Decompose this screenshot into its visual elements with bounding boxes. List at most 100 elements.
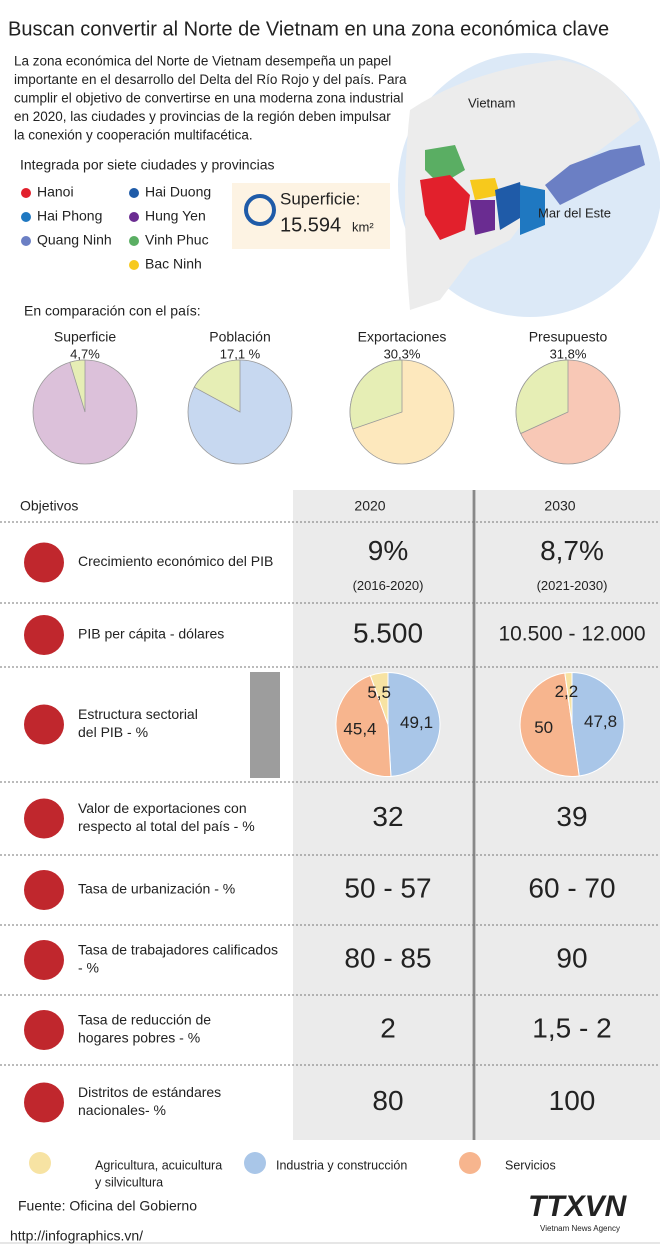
row-label: respecto al total del país - % (78, 818, 255, 834)
row-label: - % (78, 960, 99, 976)
sector-slice (387, 671, 441, 777)
row-label: Crecimiento económico del PIB (78, 553, 273, 569)
source: Fuente: Oficina del Gobierno (18, 1198, 197, 1214)
cell-value: 2 (380, 1012, 396, 1043)
row-label: Tasa de urbanización - % (78, 881, 235, 897)
province-dot (129, 260, 139, 270)
province-name: Hung Yen (145, 208, 206, 224)
cell-value: 5.500 (353, 617, 423, 648)
sector-label: 2,2 (555, 682, 579, 701)
legend-label: Servicios (505, 1158, 556, 1172)
map-hai-duong (495, 182, 525, 230)
province-name: Bac Ninh (145, 256, 202, 272)
area-unit: km² (352, 219, 374, 234)
provinces-heading: Integrada por siete ciudades y provincia… (20, 157, 274, 173)
pie-slice (193, 359, 241, 413)
sector-slice (571, 671, 625, 777)
sector-slice (519, 672, 580, 777)
sector-icon-strip (250, 672, 280, 778)
map-label: Mar del Este (538, 205, 611, 220)
row-icon (24, 542, 64, 583)
cell-note: (2021-2030) (537, 578, 608, 593)
row-icon (24, 1010, 64, 1050)
row-label: Distritos de estándares (78, 1084, 221, 1100)
comparison-heading: En comparación con el país: (24, 303, 201, 319)
comparison-value: 30,3% (384, 346, 421, 361)
cell-value: 80 (372, 1085, 403, 1116)
province-dot (129, 212, 139, 222)
legend-label: y silvicultura (95, 1175, 163, 1189)
pie-slice (349, 359, 403, 430)
comparison-value: 17,1 % (220, 346, 261, 361)
table-header: 2030 (544, 498, 575, 514)
intro-line: la conexión y cooperación multifacética. (14, 128, 253, 143)
sector-label: 5,5 (367, 683, 391, 702)
pin-icon (244, 194, 276, 226)
url: http://infographics.vn/ (10, 1228, 143, 1244)
intro-line: en 2020, las ciudades y provincias de la… (14, 109, 391, 124)
sector-slice (369, 671, 389, 725)
logo-name: TTXVN (528, 1190, 628, 1223)
cell-value: 60 - 70 (528, 872, 615, 903)
map-bac-ninh (470, 178, 500, 200)
pie-slice (515, 359, 569, 435)
province-name: Hanoi (37, 184, 74, 200)
comparison-value: 4,7% (70, 346, 100, 361)
comparison-value: 31,8% (550, 346, 587, 361)
province-dot (21, 236, 31, 246)
comparison-label: Exportaciones (358, 329, 447, 345)
cell-note: (2016-2020) (353, 578, 424, 593)
legend-icon (29, 1152, 51, 1174)
row-label: Valor de exportaciones con (78, 800, 247, 816)
row-icon (24, 615, 64, 655)
province-dot (129, 236, 139, 246)
province-name: Hai Duong (145, 184, 211, 200)
title: Buscan convertir al Norte de Vietnam en … (8, 18, 609, 40)
sector-label: 45,4 (343, 720, 376, 739)
row-icon (24, 1082, 64, 1123)
map-label: Vietnam (468, 95, 515, 110)
table-header: 2020 (354, 498, 385, 514)
pie-slice (69, 359, 86, 413)
map-hung-yen (470, 200, 495, 235)
cell-value: 39 (556, 801, 587, 832)
province-name: Hai Phong (37, 208, 102, 224)
col-2020-bg (293, 490, 472, 1140)
row-icon (24, 798, 64, 839)
cell-value: 32 (372, 801, 403, 832)
intro-line: importante en el desarrollo del Delta de… (14, 72, 407, 87)
row-label: PIB per cápita - dólares (78, 626, 224, 642)
legend-icon (459, 1152, 481, 1174)
row-label: del PIB - % (78, 724, 148, 740)
row-label: Tasa de trabajadores calificados (78, 942, 278, 958)
map-quang-ninh (545, 145, 645, 205)
cell-value: 9% (368, 535, 408, 566)
sector-label: 50 (534, 718, 553, 737)
col-2030-bg (476, 490, 660, 1140)
cell-value: 1,5 - 2 (532, 1012, 611, 1043)
comparison-label: Superficie (54, 329, 116, 345)
legend-label: Industria y construcción (276, 1158, 407, 1172)
intro-line: cumplir el objetivo de convertirse en un… (14, 91, 403, 106)
sector-label: 49,1 (400, 713, 433, 732)
comparison-label: Población (209, 329, 271, 345)
province-name: Vinh Phuc (145, 232, 209, 248)
row-icon (24, 870, 64, 910)
sector-label: 47,8 (584, 712, 617, 731)
row-label: hogares pobres - % (78, 1030, 200, 1046)
area-value: 15.594 (280, 214, 341, 236)
province-dot (21, 188, 31, 198)
table-header: Objetivos (20, 498, 78, 514)
area-box (232, 183, 390, 249)
cell-value: 90 (556, 942, 587, 973)
row-icon (24, 940, 64, 980)
map-vinh-phuc (425, 145, 465, 185)
cell-value: 100 (549, 1085, 596, 1116)
cell-value: 80 - 85 (344, 942, 431, 973)
sector-slice (335, 674, 392, 777)
row-label: Estructura sectorial (78, 706, 198, 722)
comparison-label: Presupuesto (529, 329, 608, 345)
legend-icon (244, 1152, 266, 1174)
province-dot (129, 188, 139, 198)
